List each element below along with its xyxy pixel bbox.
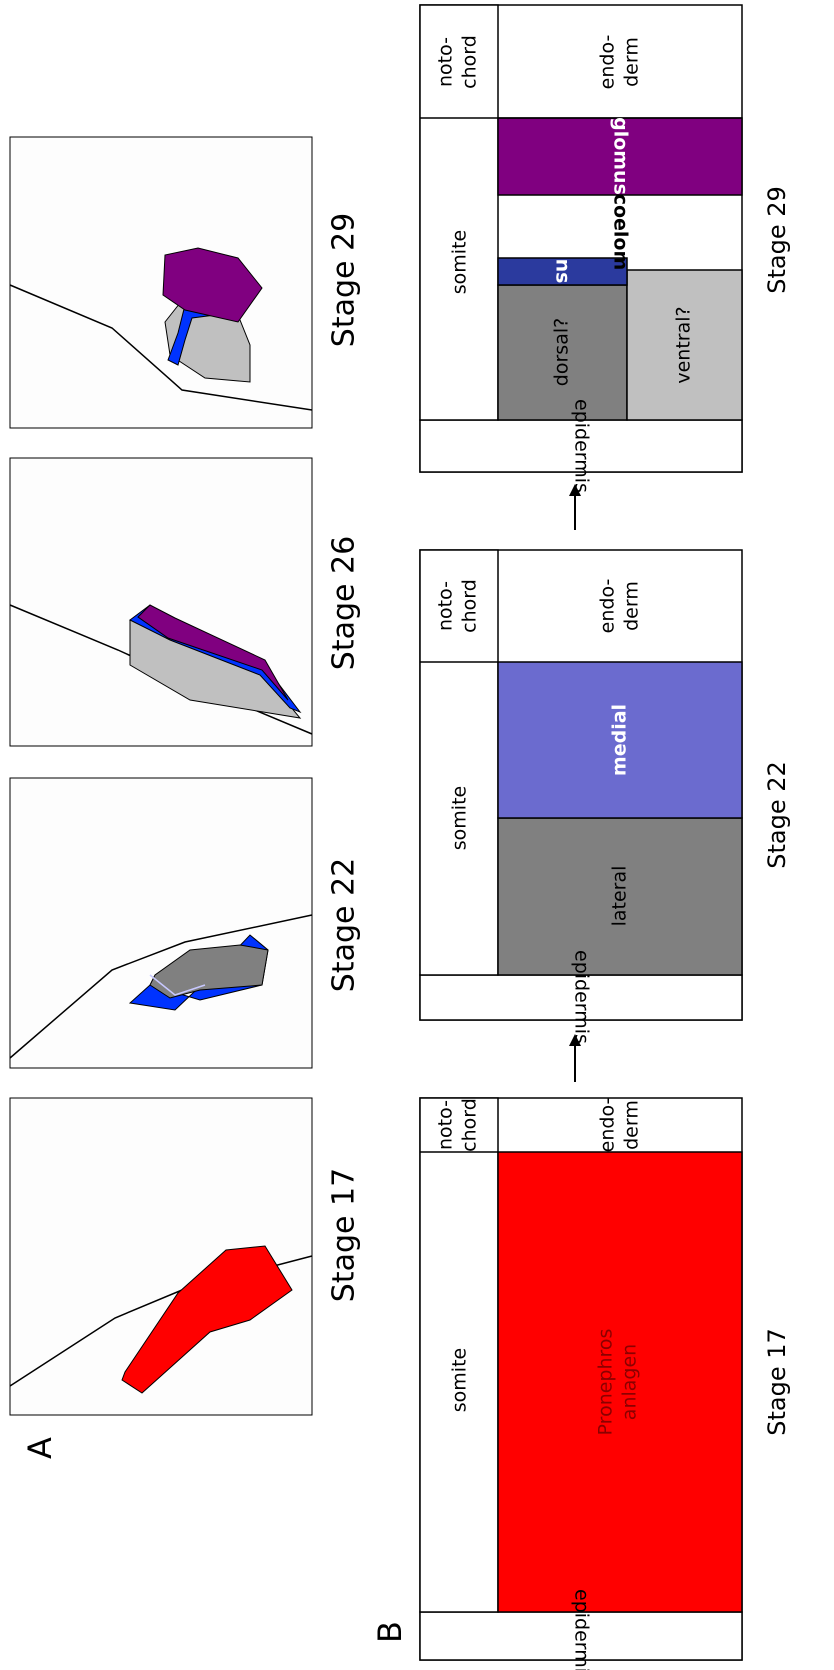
stage-22-section: Stage 22 — [10, 778, 362, 1068]
stage-label: Stage 29 — [763, 186, 791, 294]
endoderm-label: derm — [621, 581, 643, 631]
somite-label: somite — [449, 1348, 471, 1412]
stage-26-section: Stage 26 — [10, 458, 362, 746]
endoderm-label: derm — [621, 37, 643, 87]
epidermis-label: epidermis — [571, 950, 593, 1044]
notochord-label: chord — [459, 579, 481, 633]
endoderm-label: derm — [621, 1100, 643, 1150]
endoderm-label: endo- — [597, 1098, 619, 1153]
panel-label: B — [371, 1621, 409, 1643]
stage-label: Stage 26 — [327, 536, 362, 670]
ns-label: ns — [552, 259, 574, 284]
somite-label: somite — [449, 786, 471, 850]
somite-label: somite — [449, 230, 471, 294]
notochord-label: noto- — [435, 1100, 457, 1150]
endoderm-label: endo- — [597, 579, 619, 634]
notochord-label: noto- — [435, 37, 457, 87]
notochord-label: chord — [459, 35, 481, 89]
notochord-label: noto- — [435, 581, 457, 631]
stage-29-diagram: epidermis somite noto- chord endo- derm … — [420, 5, 791, 493]
stage-label: Stage 17 — [327, 1168, 362, 1302]
stage-label: Stage 22 — [327, 858, 362, 992]
epidermis-label: epidermis — [571, 399, 593, 493]
body: A Stage 17 Stage 22 Stage 26 Stage 29 B — [0, 0, 834, 1670]
frame — [10, 778, 312, 1068]
frame — [10, 137, 312, 428]
coelom-label: coelom — [610, 194, 632, 271]
anlagen-label: Pronephros — [595, 1329, 617, 1436]
glomus-label: glomus — [610, 117, 632, 195]
stage-17-diagram: epidermis somite noto- chord endo- derm … — [420, 1098, 791, 1670]
epidermis-label: epidermis — [571, 1589, 593, 1670]
endoderm-label: endo- — [597, 35, 619, 90]
ventral-label: ventral? — [673, 306, 695, 383]
medial-label: medial — [609, 704, 631, 776]
stage-label: Stage 29 — [327, 213, 362, 347]
figure: A Stage 17 Stage 22 Stage 26 Stage 29 B — [0, 0, 834, 1670]
stage-label: Stage 17 — [763, 1328, 791, 1436]
panel-label: A — [21, 1437, 59, 1459]
notochord-label: chord — [459, 1098, 481, 1152]
dorsal-label: dorsal? — [551, 318, 573, 386]
stage-22-diagram: epidermis somite noto- chord endo- derm … — [420, 550, 791, 1044]
stage-29-section: Stage 29 — [10, 137, 362, 428]
lateral-label: lateral — [609, 866, 631, 927]
stage-label: Stage 22 — [763, 761, 791, 869]
stage-17-section: Stage 17 — [10, 1098, 362, 1415]
page: {"panel_a": {"label": "A", "stages": ["S… — [0, 0, 834, 1670]
anlagen-label: anlagen — [619, 1344, 641, 1420]
